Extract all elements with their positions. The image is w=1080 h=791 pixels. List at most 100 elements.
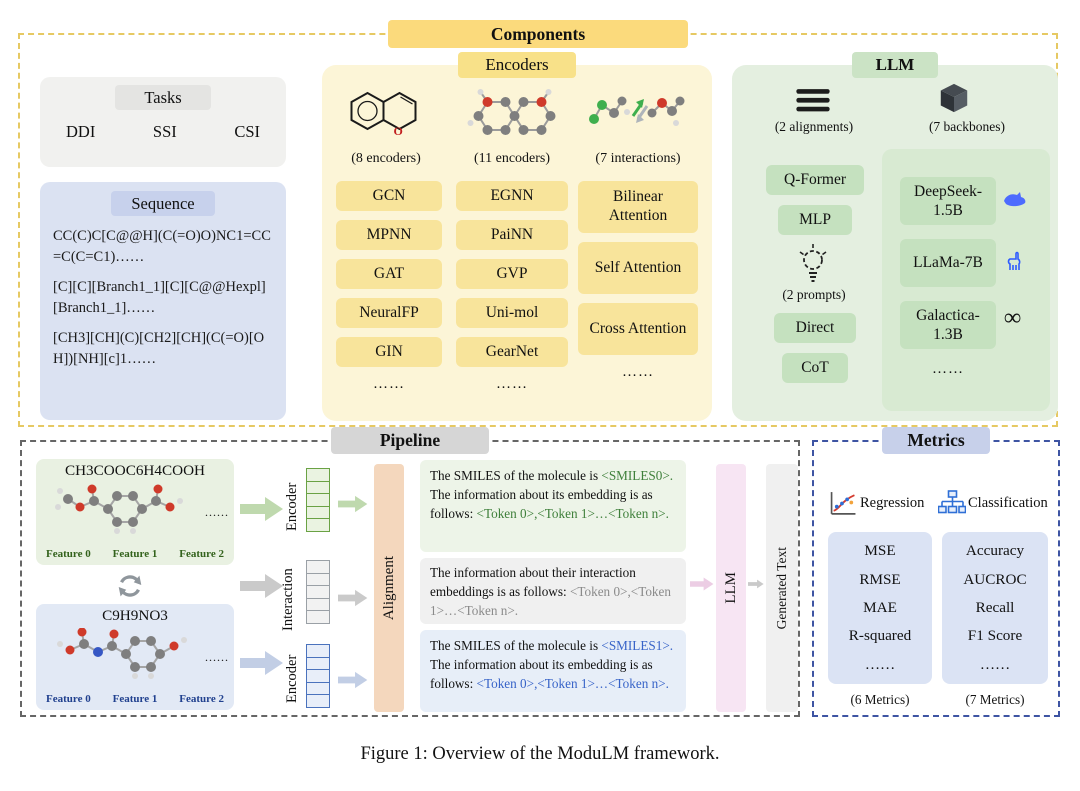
task-item-ddi: DDI	[66, 122, 96, 141]
prompt-box-molecule1: The SMILES of the molecule is <SMILES0>.…	[420, 460, 686, 552]
prompt-text: The information about its embedding is a…	[430, 487, 653, 522]
feature-label: Feature 2	[179, 693, 224, 705]
flow-arrow-enc1-align	[338, 495, 368, 513]
molecule1-formula: CH3COOC6H4COOH	[64, 462, 206, 479]
metric-item: RMSE	[859, 570, 901, 588]
interaction-column: Bilinear Attention Self Attention Cross …	[578, 181, 698, 381]
embedding-cells-encoder1	[306, 468, 330, 532]
encoder-option: PaiNN	[456, 220, 568, 250]
tasks-title: Tasks	[115, 85, 211, 110]
regression-metrics-box: MSE RMSE MAE R-squared ……	[828, 532, 932, 684]
flow-arrow-mol1	[240, 497, 283, 521]
interaction-tokens: <Token 0>,<Token 1>…<Token n>.	[430, 584, 671, 619]
llm-title: LLM	[852, 52, 938, 78]
encoder-option: MPNN	[336, 220, 442, 250]
regression-chart-icon	[830, 492, 856, 515]
smiles1-token: <SMILES1>.	[601, 638, 674, 653]
backbone-option-llama: LLaMa-7B	[900, 239, 996, 287]
embedding-tokens: <Token 0>,<Token 1>…<Token n>.	[476, 676, 669, 692]
ellipsis: ……	[622, 364, 654, 380]
encoder-option: GAT	[336, 259, 442, 289]
ellipsis: ……	[373, 376, 405, 392]
alignments-count-label: (2 alignments)	[774, 119, 854, 134]
molecule1-structure-icon	[55, 484, 183, 534]
metric-item: MAE	[863, 598, 897, 616]
classification-label: Classification	[968, 495, 1048, 511]
alignment-lines-icon	[796, 89, 830, 112]
llm-stage: LLM	[716, 464, 746, 712]
interaction-stage-label: Interaction	[280, 568, 296, 632]
metric-item: MSE	[864, 542, 896, 560]
classification-metrics-count: (7 Metrics)	[965, 692, 1025, 707]
tasks-list: DDI SSI CSI	[40, 122, 286, 142]
feature-label: Feature 1	[112, 548, 158, 560]
encoder-option: GIN	[336, 337, 442, 367]
prompt-text: The information about its embedding is a…	[430, 657, 653, 692]
sequence-title: Sequence	[111, 191, 215, 216]
feature-label: Feature 0	[46, 693, 91, 705]
llm-panel: LLM (2 alignments) Q-Former MLP (2 promp…	[732, 52, 1058, 421]
encoder-option: GVP	[456, 259, 568, 289]
molecule2-structure-icon	[57, 628, 187, 679]
molecule2-features: Feature 0 Feature 1 Feature 2	[46, 693, 224, 705]
flow-arrow-interaction	[240, 574, 283, 598]
group-label-3d-encoders: (11 encoders)	[473, 151, 551, 166]
sequence-box: Sequence CC(C)C[C@@H](C(=O)O)NC1=CC=C(C=…	[40, 182, 286, 420]
flow-arrow-output	[748, 579, 764, 589]
embedding-cells-encoder2	[306, 644, 330, 708]
encoders-panel: Encoders O	[322, 52, 712, 421]
group-label-2d-encoders: (8 encoders)	[351, 151, 421, 166]
deepseek-whale-icon	[1004, 192, 1026, 207]
infinity-icon: ∞	[1004, 305, 1022, 331]
prompt-text: The SMILES of the molecule is	[430, 638, 602, 653]
encoder-option: EGNN	[456, 181, 568, 211]
encoder-option: GearNet	[456, 337, 568, 367]
molecule2-formula: C9H9NO3	[102, 607, 168, 624]
generated-text-label: Generated Text	[774, 546, 789, 630]
encoder-column-3d: EGNN PaiNN GVP Uni-mol GearNet ……	[456, 181, 568, 393]
generated-text-stage: Generated Text	[766, 464, 798, 712]
regression-label: Regression	[860, 495, 925, 511]
feature-label: Feature 0	[46, 548, 91, 560]
prompt-option-direct: Direct	[774, 313, 856, 343]
prompt-text: The SMILES of the molecule is	[430, 468, 602, 483]
feature-label: Feature 2	[179, 548, 224, 560]
interaction-option: Bilinear Attention	[578, 181, 698, 233]
other-sequence: [CH3][CH](C)[CH2][CH](C(=O)[OH])[NH][c]1…	[53, 330, 265, 367]
llama-icon	[1007, 251, 1021, 270]
alignment-label: Alignment	[380, 555, 397, 621]
prompt-box-interaction: The information about their interaction …	[420, 558, 686, 624]
metric-item: Accuracy	[965, 542, 1025, 560]
pipeline-panel: Pipeline CH3COOC6H4COOH	[20, 427, 800, 717]
pipeline-title: Pipeline	[331, 427, 489, 454]
encoder-option: Uni-mol	[456, 298, 568, 328]
task-item-ssi: SSI	[152, 122, 177, 141]
smiles-sequence: CC(C)C[C@@H](C(=O)O)NC1=CC=C(C=C1)……	[53, 228, 271, 265]
encoder-option: GCN	[336, 181, 442, 211]
llm-stage-label: LLM	[722, 572, 739, 604]
encoder-option: NeuralFP	[336, 298, 442, 328]
prompt-option-cot: CoT	[782, 353, 848, 383]
flow-arrow-llm	[690, 577, 714, 591]
metric-item: F1 Score	[967, 627, 1023, 645]
feature-label: Feature 1	[112, 693, 158, 705]
backbones-count-label: (7 backbones)	[928, 119, 1006, 134]
cube-icon	[940, 83, 968, 113]
tasks-box: Tasks DDI SSI CSI	[40, 77, 286, 167]
metric-item: AUCROC	[963, 570, 1027, 588]
encoder1-stage-label: Encoder	[284, 482, 300, 532]
alignment-option-qformer: Q-Former	[766, 165, 864, 195]
embedding-cells-interaction	[306, 560, 330, 624]
task-item-csi: CSI	[234, 122, 260, 141]
selfies-sequence: [C][C][Branch1_1][C][C@@Hexpl][Branch1_1…	[53, 279, 266, 316]
regression-metrics-count: (6 Metrics)	[850, 692, 910, 707]
flow-arrow-enc2-align	[338, 671, 368, 689]
classification-tree-icon	[938, 490, 966, 514]
swap-arrows-icon	[118, 575, 142, 597]
components-title: Components	[388, 20, 688, 48]
prompt-box-molecule2: The SMILES of the molecule is <SMILES1>.…	[420, 630, 686, 712]
molecule2-box: C9H9NO3	[36, 604, 234, 710]
encoder-column-2d: GCN MPNN GAT NeuralFP GIN ……	[336, 181, 442, 393]
ellipsis: ……	[932, 361, 964, 377]
